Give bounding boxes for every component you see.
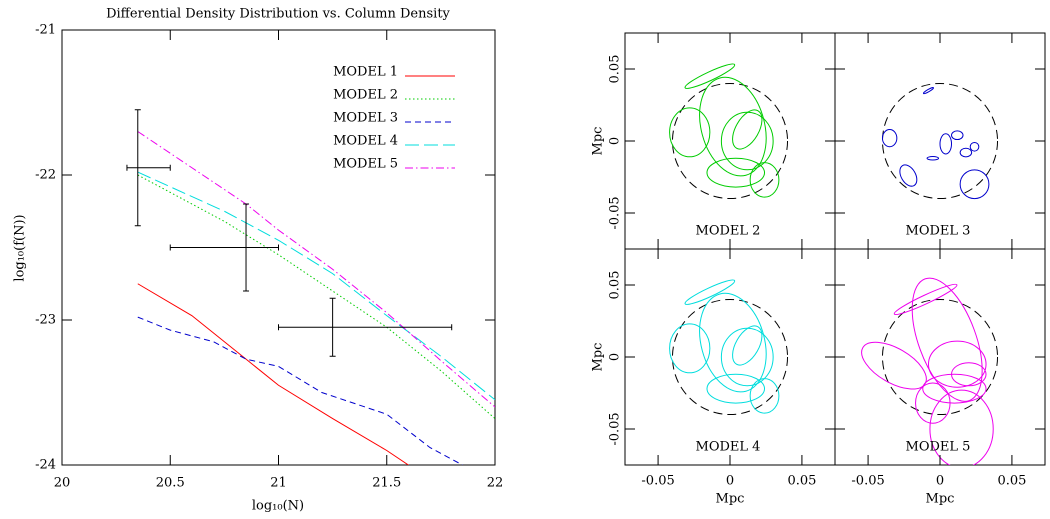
x-tick-label: 0.05 — [787, 474, 816, 489]
panel — [669, 63, 789, 200]
region-ellipse — [749, 162, 780, 198]
panel — [669, 279, 789, 416]
panel-label: MODEL 4 — [696, 440, 761, 455]
panel-label: MODEL 3 — [906, 224, 971, 239]
region-ellipse — [922, 373, 987, 404]
y-tick-label: 0 — [608, 137, 623, 145]
reference-circle — [671, 298, 789, 416]
y-axis-label: Mpc — [591, 127, 606, 156]
region-ellipse — [749, 378, 780, 414]
x-axis-label: log₁₀(N) — [252, 499, 304, 514]
series-line — [137, 171, 495, 401]
y-tick-label: -0.05 — [608, 196, 623, 229]
reference-circle — [881, 82, 999, 200]
region-ellipse — [951, 130, 964, 141]
region-ellipse — [669, 323, 711, 374]
region-ellipse — [926, 156, 940, 161]
panel — [861, 277, 999, 465]
panel-label: MODEL 2 — [696, 224, 761, 239]
region-ellipse — [927, 340, 987, 388]
series-line — [137, 283, 409, 465]
legend-label: MODEL 4 — [333, 134, 398, 149]
x-tick-label: 0.05 — [997, 474, 1026, 489]
series-line — [137, 174, 495, 419]
reference-circle — [671, 82, 789, 200]
region-ellipse — [951, 362, 987, 387]
x-tick-label: 22 — [487, 476, 504, 491]
x-axis-label: Mpc — [716, 492, 745, 507]
region-ellipse — [893, 283, 958, 316]
y-tick-label: -21 — [35, 23, 56, 38]
y-tick-label: 0.05 — [608, 55, 623, 84]
y-tick-label: -23 — [35, 313, 56, 328]
region-ellipse — [959, 147, 973, 158]
x-tick-label: 21 — [270, 476, 287, 491]
y-tick-label: -22 — [35, 168, 56, 183]
region-ellipse — [720, 327, 774, 387]
region-ellipse — [915, 382, 951, 424]
x-tick-label: 0 — [726, 474, 734, 489]
region-ellipse — [939, 133, 953, 155]
region-ellipse — [684, 279, 736, 305]
region-ellipse — [911, 277, 983, 402]
region-ellipse — [959, 169, 990, 200]
region-ellipse — [861, 341, 927, 390]
region-ellipse — [720, 111, 774, 171]
region-ellipse — [899, 164, 918, 187]
panel-frame — [624, 248, 836, 466]
y-tick-label: 0 — [608, 353, 623, 361]
region-ellipse — [732, 109, 763, 150]
y-tick-label: -24 — [35, 458, 56, 473]
x-tick-label: 0 — [936, 474, 944, 489]
plot-area — [137, 131, 495, 465]
region-ellipse — [922, 87, 935, 95]
x-axis-label: Mpc — [926, 492, 955, 507]
region-ellipse — [929, 389, 994, 465]
region-ellipse — [706, 373, 766, 404]
region-ellipse — [699, 292, 767, 393]
y-tick-label: 0.05 — [608, 271, 623, 300]
legend-label: MODEL 2 — [333, 88, 398, 103]
legend-label: MODEL 3 — [333, 111, 398, 126]
x-tick-label: -0.05 — [851, 474, 884, 489]
x-tick-label: 20 — [54, 476, 71, 491]
y-tick-label: -0.05 — [608, 412, 623, 445]
region-ellipse — [969, 141, 980, 152]
region-ellipse — [881, 128, 898, 148]
series-line — [137, 131, 495, 408]
x-tick-label: 20.5 — [156, 476, 185, 491]
x-tick-label: 21.5 — [372, 476, 401, 491]
region-ellipse — [732, 325, 763, 366]
y-axis-label: Mpc — [591, 343, 606, 372]
region-ellipse — [669, 107, 711, 158]
panel — [881, 82, 999, 200]
region-ellipse — [706, 157, 766, 188]
legend-label: MODEL 1 — [333, 65, 398, 80]
panel-frame — [624, 32, 836, 250]
x-tick-label: -0.05 — [641, 474, 674, 489]
reference-circle — [881, 298, 999, 416]
series-line — [137, 316, 463, 465]
legend-label: MODEL 5 — [333, 157, 398, 172]
chart-title: Differential Density Distribution vs. Co… — [106, 7, 450, 22]
region-ellipse — [684, 63, 736, 89]
y-axis-label: log₁₀(f(N)) — [13, 214, 28, 281]
panel-label: MODEL 5 — [906, 440, 971, 455]
region-ellipse — [699, 76, 767, 177]
